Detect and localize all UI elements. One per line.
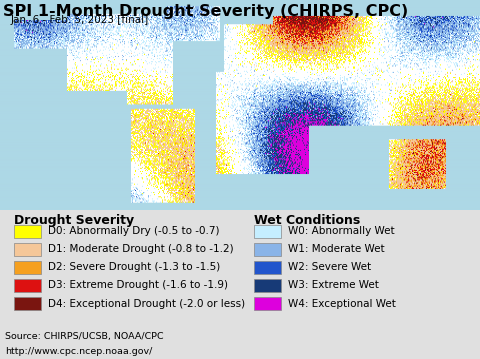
Text: Source: CHIRPS/UCSB, NOAA/CPC: Source: CHIRPS/UCSB, NOAA/CPC [5,332,163,341]
Text: Jan. 6 - Feb. 5, 2023 [final]: Jan. 6 - Feb. 5, 2023 [final] [11,15,149,25]
Text: Drought Severity: Drought Severity [14,214,134,227]
Bar [14,261,41,274]
Text: W4: Exceptional Wet: W4: Exceptional Wet [288,299,396,308]
Bar [254,279,281,292]
Text: D1: Moderate Drought (-0.8 to -1.2): D1: Moderate Drought (-0.8 to -1.2) [48,244,234,254]
Text: SPI 1-Month Drought Severity (CHIRPS, CPC): SPI 1-Month Drought Severity (CHIRPS, CP… [3,4,408,19]
Text: W1: Moderate Wet: W1: Moderate Wet [288,244,384,254]
Bar [254,261,281,274]
Bar [14,297,41,310]
Bar [14,225,41,238]
Text: W2: Severe Wet: W2: Severe Wet [288,262,371,272]
Bar [14,279,41,292]
Text: D4: Exceptional Drought (-2.0 or less): D4: Exceptional Drought (-2.0 or less) [48,299,245,308]
Bar [254,225,281,238]
Bar [14,243,41,256]
Text: W0: Abnormally Wet: W0: Abnormally Wet [288,226,395,236]
Text: D3: Extreme Drought (-1.6 to -1.9): D3: Extreme Drought (-1.6 to -1.9) [48,280,228,290]
Text: http://www.cpc.ncep.noaa.gov/: http://www.cpc.ncep.noaa.gov/ [5,347,152,356]
Text: D0: Abnormally Dry (-0.5 to -0.7): D0: Abnormally Dry (-0.5 to -0.7) [48,226,219,236]
Bar [254,297,281,310]
Text: W3: Extreme Wet: W3: Extreme Wet [288,280,379,290]
Text: D2: Severe Drought (-1.3 to -1.5): D2: Severe Drought (-1.3 to -1.5) [48,262,220,272]
Bar [254,243,281,256]
Text: Wet Conditions: Wet Conditions [254,214,360,227]
